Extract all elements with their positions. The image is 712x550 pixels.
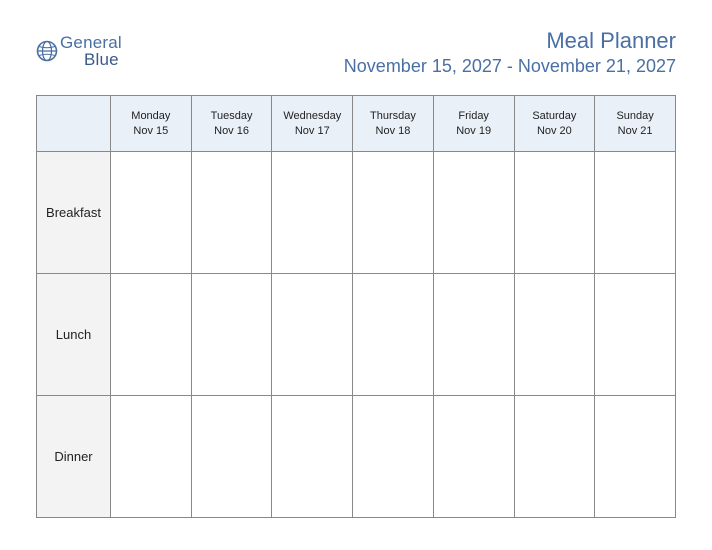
- meal-cell[interactable]: [595, 152, 676, 274]
- logo-word-2: Blue: [60, 50, 119, 69]
- meal-cell[interactable]: [191, 274, 272, 396]
- meal-cell[interactable]: [272, 152, 353, 274]
- meal-cell[interactable]: [191, 152, 272, 274]
- date-range: November 15, 2027 - November 21, 2027: [344, 56, 676, 77]
- globe-icon: [36, 40, 58, 62]
- meal-cell[interactable]: [191, 396, 272, 518]
- title-block: Meal Planner November 15, 2027 - Novembe…: [344, 28, 676, 77]
- meal-label-breakfast: Breakfast: [37, 152, 111, 274]
- meal-cell[interactable]: [433, 274, 514, 396]
- meal-cell[interactable]: [514, 274, 595, 396]
- meal-cell[interactable]: [433, 152, 514, 274]
- meal-planner-table: Monday Nov 15 Tuesday Nov 16 Wednesday N…: [36, 95, 676, 518]
- day-header-wed: Wednesday Nov 17: [272, 96, 353, 152]
- day-header-fri: Friday Nov 19: [433, 96, 514, 152]
- day-header-tue: Tuesday Nov 16: [191, 96, 272, 152]
- meal-cell[interactable]: [514, 396, 595, 518]
- corner-cell: [37, 96, 111, 152]
- meal-cell[interactable]: [111, 396, 192, 518]
- logo-text: General Blue: [60, 34, 122, 68]
- meal-cell[interactable]: [514, 152, 595, 274]
- meal-cell[interactable]: [272, 274, 353, 396]
- meal-cell[interactable]: [595, 396, 676, 518]
- meal-label-dinner: Dinner: [37, 396, 111, 518]
- day-header-thu: Thursday Nov 18: [353, 96, 434, 152]
- page-title: Meal Planner: [344, 28, 676, 54]
- day-header-sat: Saturday Nov 20: [514, 96, 595, 152]
- table-row: Breakfast: [37, 152, 676, 274]
- table-row: Dinner: [37, 396, 676, 518]
- logo: General Blue: [36, 28, 122, 68]
- day-header-mon: Monday Nov 15: [111, 96, 192, 152]
- meal-cell[interactable]: [353, 152, 434, 274]
- table-row: Lunch: [37, 274, 676, 396]
- meal-cell[interactable]: [433, 396, 514, 518]
- meal-label-lunch: Lunch: [37, 274, 111, 396]
- day-header-sun: Sunday Nov 21: [595, 96, 676, 152]
- meal-cell[interactable]: [353, 396, 434, 518]
- table-header-row: Monday Nov 15 Tuesday Nov 16 Wednesday N…: [37, 96, 676, 152]
- header: General Blue Meal Planner November 15, 2…: [36, 28, 676, 77]
- meal-cell[interactable]: [111, 152, 192, 274]
- meal-cell[interactable]: [595, 274, 676, 396]
- meal-cell[interactable]: [111, 274, 192, 396]
- meal-cell[interactable]: [353, 274, 434, 396]
- meal-cell[interactable]: [272, 396, 353, 518]
